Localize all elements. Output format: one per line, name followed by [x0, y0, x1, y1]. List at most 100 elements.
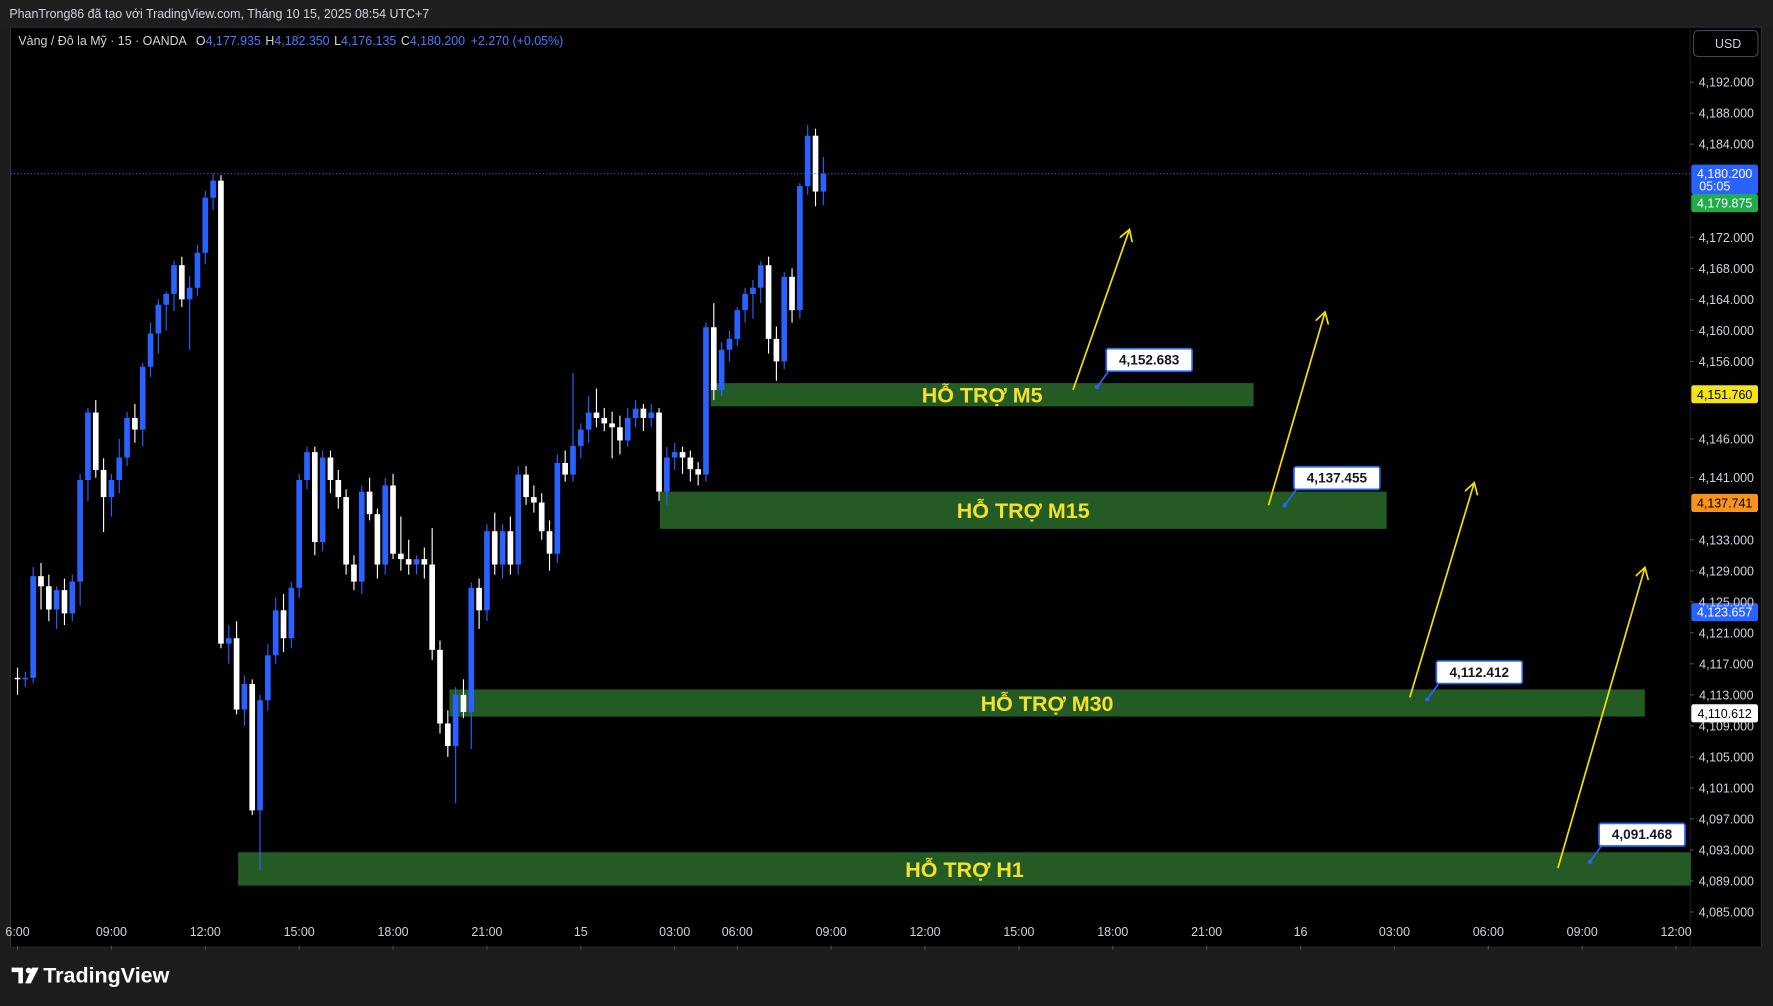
candle-body [14, 677, 21, 680]
candle-body [108, 480, 115, 498]
candle-body [687, 457, 694, 470]
candle-body [327, 457, 334, 481]
candles [14, 124, 827, 871]
annotation-label: 4,137.455 [1307, 471, 1368, 486]
candle-body [61, 590, 68, 614]
legend-value: 4,176.135 [341, 34, 396, 48]
candle-body [85, 412, 91, 481]
legend-key: C [401, 34, 410, 48]
candle-body [304, 452, 310, 481]
candle-body [132, 417, 138, 430]
support-zone [449, 689, 1645, 717]
support-zone [659, 491, 1387, 529]
x-tick-label: 06:00 [1473, 925, 1504, 939]
x-tick-label: 12:00 [1661, 925, 1692, 939]
annotation-pointer [1096, 370, 1110, 388]
annotation-point [1425, 697, 1430, 702]
currency-label[interactable]: USD [1715, 37, 1741, 51]
x-tick-label: 12:00 [909, 925, 940, 939]
chart-area [9, 26, 1762, 948]
candle-body [742, 293, 748, 311]
candle-body [225, 638, 232, 644]
legend-symbol: Vàng / Đô la Mỹ · 15 · OANDA [18, 34, 187, 48]
y-tick-label: 4,109.000 [1699, 719, 1754, 733]
candle-body [22, 677, 29, 680]
annotation-point [1282, 502, 1288, 508]
x-tick-label: 18:00 [378, 925, 409, 939]
y-tick-label: 4,168.000 [1699, 262, 1754, 276]
candle-body [664, 457, 670, 492]
y-tick-label: 4,129.000 [1699, 564, 1754, 578]
candle-body [570, 445, 576, 475]
candle-body [163, 293, 169, 305]
candle-body [609, 423, 615, 428]
legend-change: +2.270 (+0.05%) [471, 34, 564, 48]
candle-body [812, 135, 819, 192]
candle-body [671, 452, 678, 458]
y-tick-label: 4,184.000 [1699, 138, 1754, 152]
y-tick-label: 4,085.000 [1699, 905, 1754, 919]
legend-value: 4,180.200 [410, 34, 465, 48]
price-label: 4,151.760 [1697, 388, 1752, 402]
annotation-pointer [1284, 488, 1297, 506]
x-tick-label: 06:00 [722, 925, 753, 939]
candle-body [781, 276, 788, 362]
candle-body [499, 531, 506, 565]
zones [238, 383, 1691, 886]
candle-body [648, 412, 655, 418]
candle-body [429, 564, 435, 650]
candle-body [296, 480, 302, 588]
candle-body [577, 429, 584, 446]
legend-key: H [265, 34, 274, 48]
candle-body [218, 180, 224, 644]
x-tick-label: 15:00 [1003, 925, 1034, 939]
arrow [1072, 229, 1130, 391]
candle-body [69, 581, 76, 614]
price-label-box [1691, 493, 1758, 513]
candle-body [30, 576, 37, 678]
candle-body [491, 531, 498, 565]
annotation-label: 4,152.683 [1119, 352, 1180, 367]
candle-body [202, 197, 209, 253]
candle-body [710, 327, 717, 391]
x-tick-label: 18:00 [1097, 925, 1128, 939]
annotation-label: 4,112.412 [1450, 665, 1510, 680]
candle-body [797, 186, 803, 311]
candle-body [233, 638, 240, 710]
header-title: PhanTrong86 đã tạo với TradingView.com, … [9, 7, 429, 21]
candle-body [804, 135, 811, 187]
candle-body [53, 590, 60, 610]
currency-button[interactable] [1692, 29, 1759, 58]
header-bar [0, 0, 1773, 28]
x-tick-label: 09:00 [1567, 925, 1598, 939]
y-tick-label: 4,160.000 [1699, 324, 1754, 338]
candle-body [679, 452, 686, 458]
x-tick-label: 12:00 [190, 925, 221, 939]
candle-body [562, 462, 568, 475]
y-tick-label: 4,117.000 [1699, 657, 1753, 671]
candle-body [272, 610, 279, 656]
legend: Vàng / Đô la Mỹ · 15 · OANDA O4,177.935 H4… [18, 34, 563, 48]
candle-body [45, 586, 52, 610]
x-tick-label: 15 [574, 925, 588, 939]
support-zone [238, 852, 1691, 886]
logo-icon [11, 967, 39, 984]
logo-text[interactable]: TradingView [43, 963, 169, 987]
legend-value: 4,177.935 [206, 34, 261, 48]
y-tick-label: 4,164.000 [1699, 293, 1754, 307]
candle-body [624, 417, 631, 441]
candle-body [139, 366, 146, 430]
price-label: 4,110.612 [1697, 707, 1751, 721]
overlay: HỖ TRỢ M5 HỖ TRỢ M15 HỖ TRỢ M30 HỖ TRỢ H1 4,… [10, 164, 1758, 882]
price-label-box [1691, 194, 1758, 213]
candle-body [640, 408, 647, 418]
zone-label: HỖ TRỢ M30 [981, 690, 1114, 716]
zone-label: HỖ TRỢ M5 [922, 382, 1043, 408]
candle-body [178, 265, 185, 300]
candle-body [265, 655, 271, 701]
candle-body [617, 427, 623, 441]
price-label: 4,123.657 [1697, 606, 1752, 620]
candle-body [92, 412, 99, 470]
